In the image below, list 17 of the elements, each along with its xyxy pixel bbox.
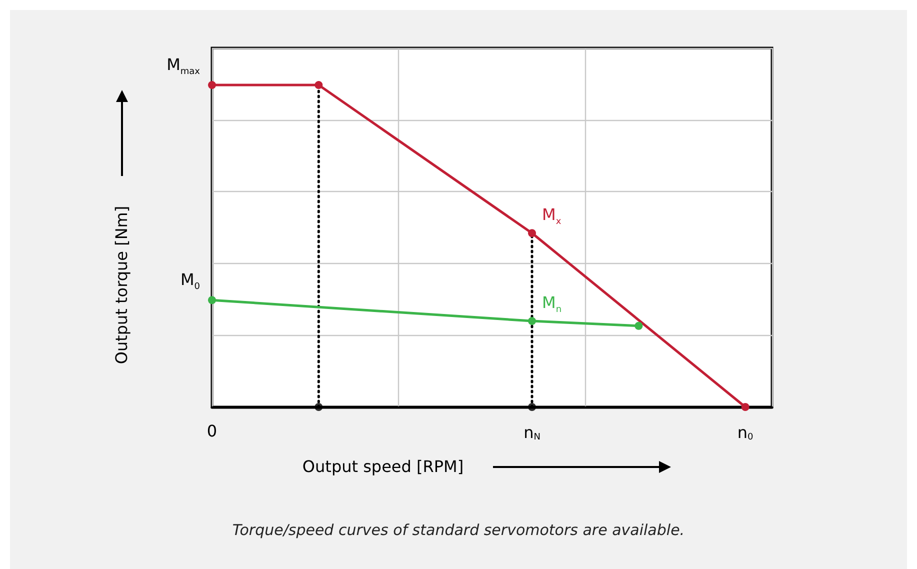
text: Torque/speed curves of standard servomotors are available. <box>231 521 686 539</box>
y-axis-title: Output torque [Nm] <box>112 206 131 364</box>
point <box>741 403 750 411</box>
point <box>528 317 536 326</box>
point <box>314 81 323 90</box>
point <box>208 296 216 304</box>
annotation: M$_{max}$ <box>166 54 200 78</box>
point <box>314 403 323 411</box>
point <box>208 81 216 90</box>
point <box>634 322 643 330</box>
annotation: M$_{x}$ <box>542 204 562 228</box>
annotation: M$_{0}$ <box>180 270 200 292</box>
point <box>528 403 536 411</box>
x-axis-title: Output speed [RPM] <box>302 457 464 476</box>
annotation: M$_{n}$ <box>542 292 562 316</box>
x-tick-label: 0 <box>206 422 218 440</box>
point <box>528 229 536 238</box>
